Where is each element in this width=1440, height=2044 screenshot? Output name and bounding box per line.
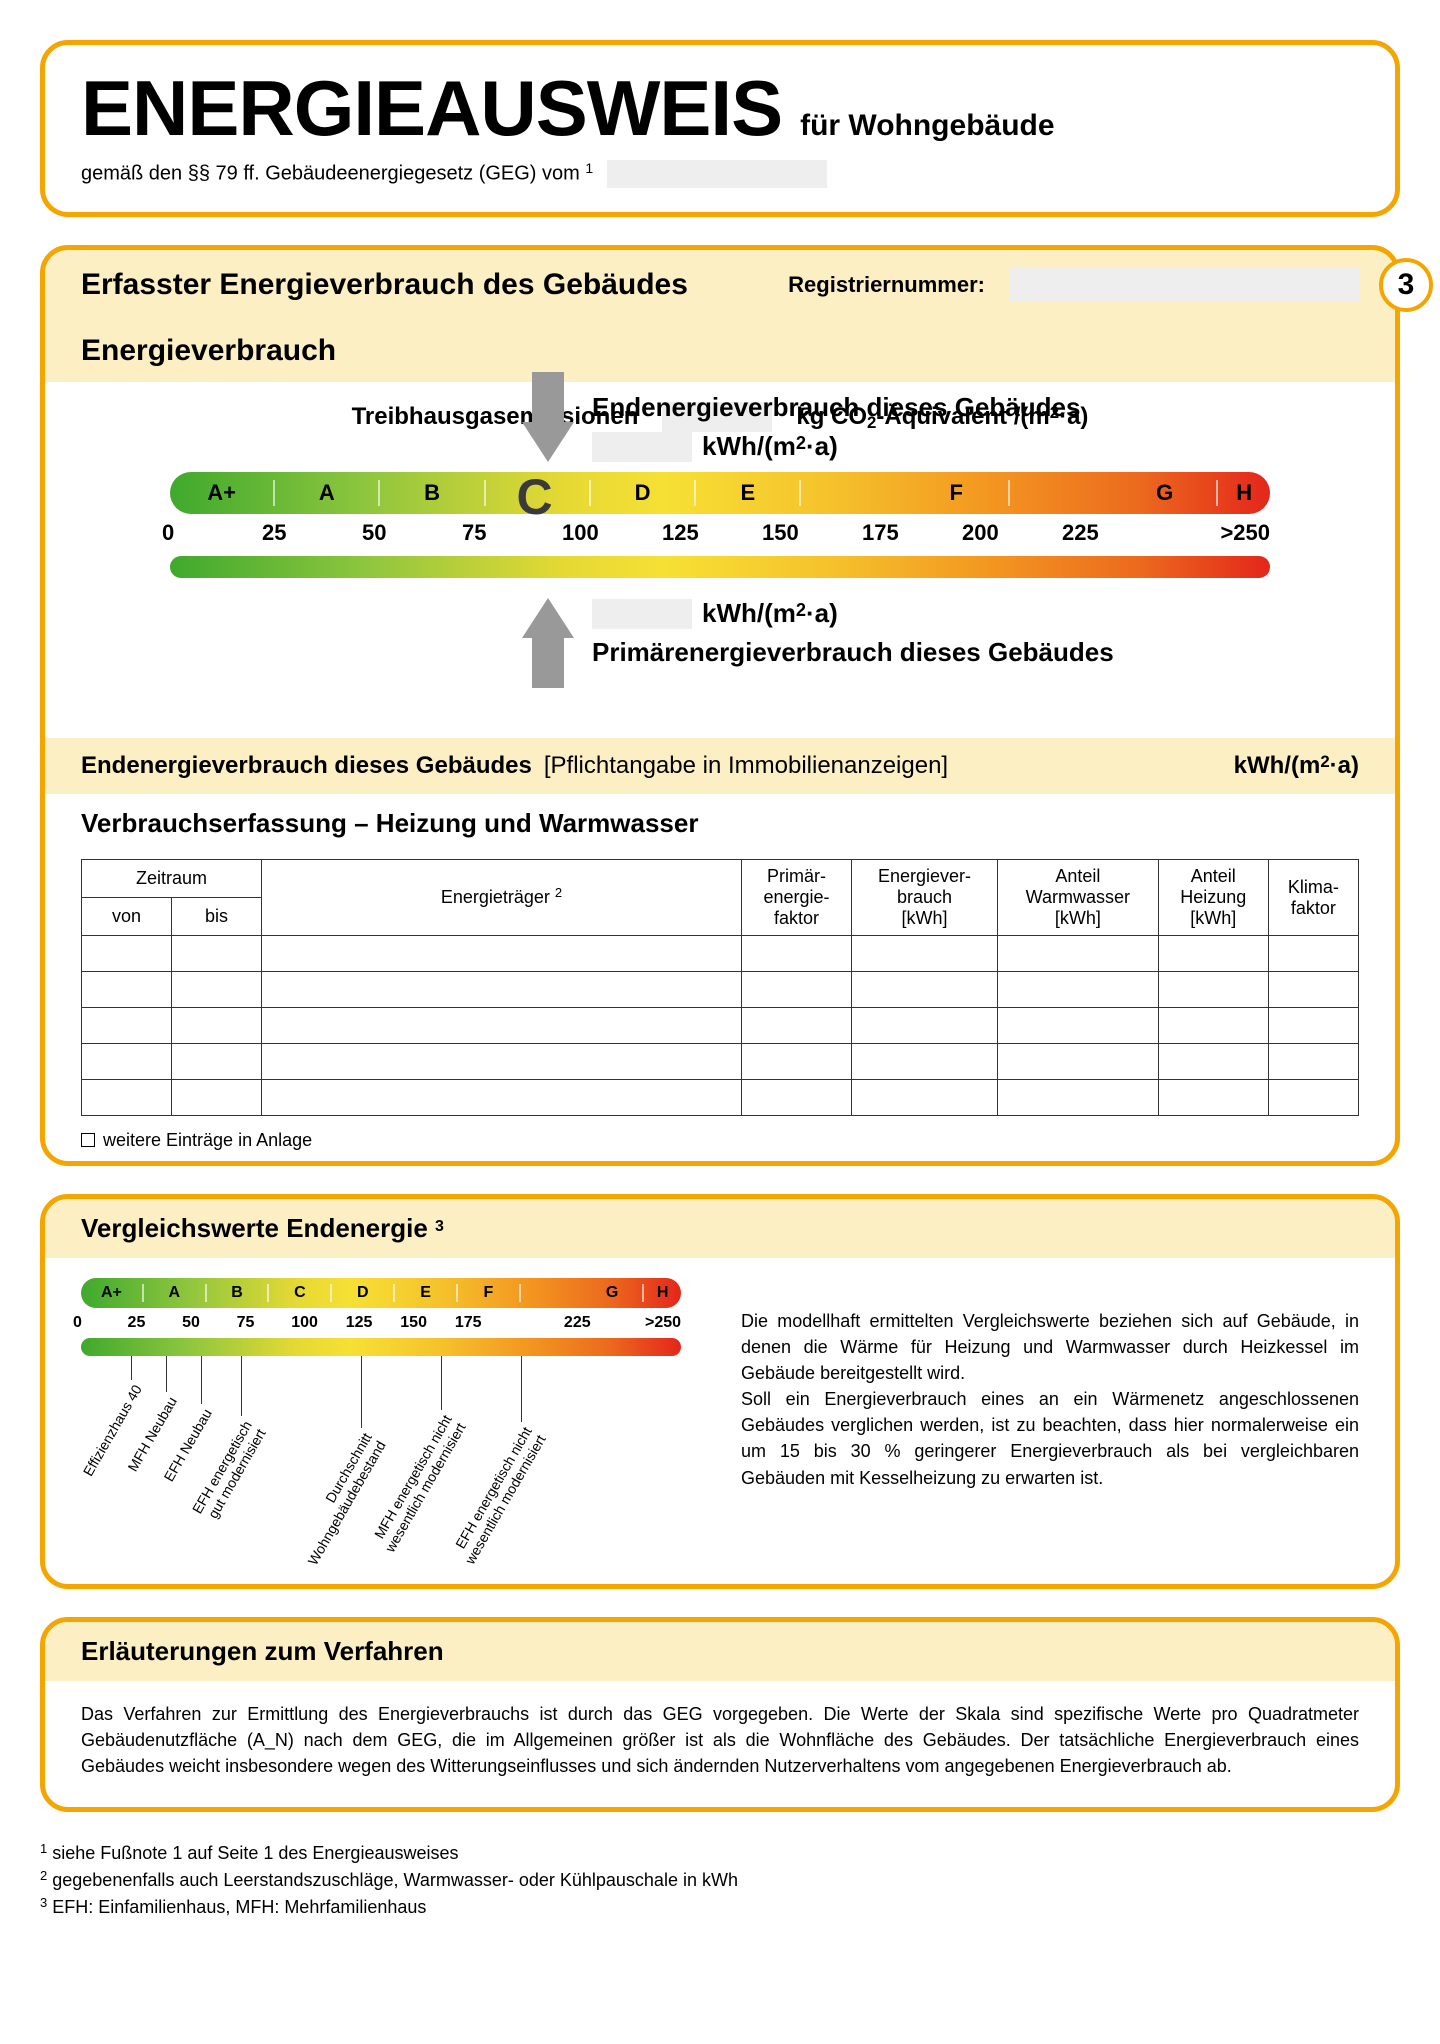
- erl-text: Das Verfahren zur Ermittlung des Energie…: [45, 1681, 1395, 1807]
- section-vergleichswerte: Vergleichswerte Endenergie 3 A+ A B C D …: [40, 1194, 1400, 1589]
- page-number: 3: [1379, 258, 1433, 312]
- section-erfasster: Erfasster Energieverbrauch des Gebäudes …: [40, 245, 1400, 1166]
- consumption-table: Zeitraum Energieträger 2 Primär- energie…: [81, 859, 1359, 1116]
- section-erlaeuterungen: Erläuterungen zum Verfahren Das Verfahre…: [40, 1617, 1400, 1812]
- sec2-title: Erfasster Energieverbrauch des Gebäudes: [81, 268, 688, 302]
- class-bar: A+ A B C D E F G H: [170, 472, 1270, 514]
- ende-bar: Endenergieverbrauch dieses Gebäudes [Pfl…: [45, 738, 1395, 794]
- comparison-scale: A+ A B C D E F G H 025507510012515017522…: [81, 1278, 681, 1556]
- header-card: ENERGIEAUSWEIS für Wohngebäude gemäß den…: [40, 40, 1400, 217]
- sub-title: für Wohngebäude: [800, 109, 1054, 143]
- anlage-note: weitere Einträge in Anlage: [81, 1130, 1395, 1151]
- prim-label: Primärenergieverbrauch dieses Gebäudes: [592, 637, 1114, 668]
- geg-text: gemäß den §§ 79 ff. Gebäudeenergiegesetz…: [81, 162, 580, 184]
- main-title: ENERGIEAUSWEIS: [81, 63, 782, 154]
- scale-ticks: 0255075100125150175200225>250: [170, 520, 1270, 546]
- class-letter: C: [517, 468, 553, 526]
- reg-label: Registriernummer:: [788, 272, 985, 298]
- prim-value[interactable]: [592, 599, 692, 629]
- bottom-bar: [170, 556, 1270, 578]
- end-value[interactable]: [592, 432, 692, 462]
- reg-field[interactable]: [1009, 268, 1359, 302]
- energy-scale: Endenergieverbrauch dieses Gebäudes kWh/…: [170, 472, 1270, 578]
- sec4-title: Verbrauchserfassung – Heizung und Warmwa…: [45, 794, 1395, 853]
- geg-date-field[interactable]: [607, 160, 827, 188]
- comparison-text: Die modellhaft ermittelten Vergleichswer…: [741, 1278, 1359, 1556]
- end-label: Endenergieverbrauch dieses Gebäudes: [592, 392, 1080, 423]
- footnotes: 1 siehe Fußnote 1 auf Seite 1 des Energi…: [40, 1840, 1400, 1921]
